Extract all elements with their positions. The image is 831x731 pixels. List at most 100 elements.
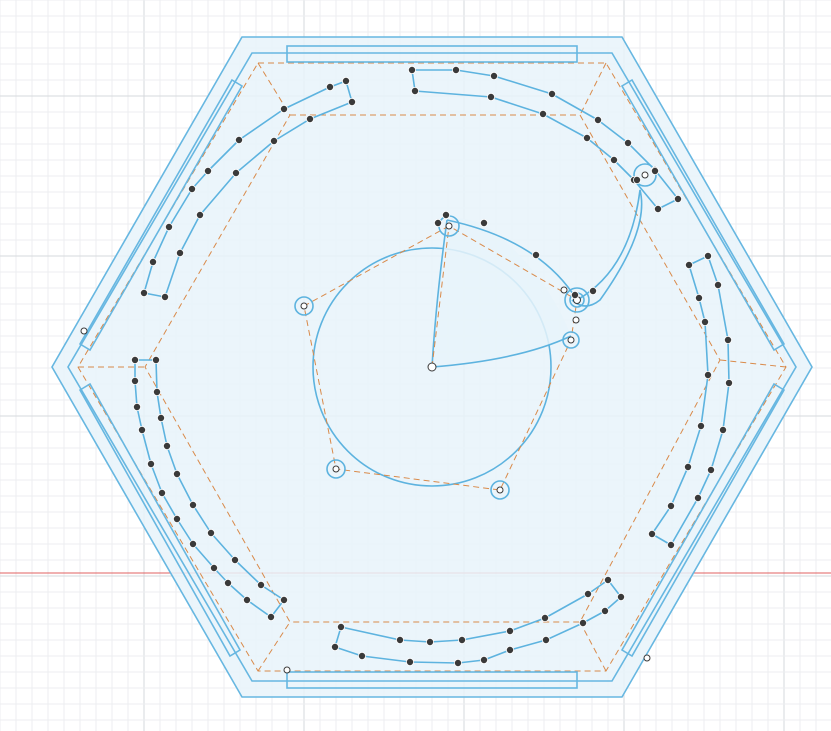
sketch-point[interactable]: [604, 576, 613, 585]
sketch-point[interactable]: [188, 500, 197, 509]
sketch-point[interactable]: [425, 638, 434, 647]
sketch-point[interactable]: [541, 614, 550, 623]
sketch-point[interactable]: [704, 251, 713, 260]
sketch-point[interactable]: [441, 210, 450, 219]
sketch-point[interactable]: [279, 105, 288, 114]
sketch-point[interactable]: [584, 590, 593, 599]
sketch-point[interactable]: [624, 138, 633, 147]
sketch-point[interactable]: [539, 110, 548, 119]
sketch-point[interactable]: [341, 77, 350, 86]
sketch-point[interactable]: [505, 627, 514, 636]
sketch-point[interactable]: [724, 335, 733, 344]
sketch-point[interactable]: [231, 168, 240, 177]
sketch-point[interactable]: [579, 619, 588, 628]
sketch-point[interactable]: [542, 636, 551, 645]
sketch-point[interactable]: [405, 658, 414, 667]
sketch-point[interactable]: [633, 175, 642, 184]
sketch-point[interactable]: [230, 556, 239, 565]
sketch-point[interactable]: [684, 462, 693, 471]
sketch-point[interactable]: [188, 540, 197, 549]
sketch-point[interactable]: [256, 581, 265, 590]
sketch-point[interactable]: [395, 636, 404, 645]
sketch-point[interactable]: [206, 529, 215, 538]
sketch-point[interactable]: [157, 488, 166, 497]
sketch-point[interactable]: [269, 136, 278, 145]
sketch-point[interactable]: [583, 133, 592, 142]
sketch-point[interactable]: [654, 204, 663, 213]
sketch-point[interactable]: [330, 643, 339, 652]
sketch-point[interactable]: [130, 355, 139, 364]
sketch-point[interactable]: [674, 194, 683, 203]
sketch-point[interactable]: [407, 66, 416, 75]
sketch-point[interactable]: [453, 659, 462, 668]
sketch-point[interactable]: [325, 83, 334, 92]
track-arc-1[interactable]: [411, 69, 679, 210]
sketch-point[interactable]: [279, 596, 288, 605]
sketch-point[interactable]: [132, 402, 141, 411]
sketch-point[interactable]: [152, 387, 161, 396]
sketch-point[interactable]: [187, 184, 196, 193]
sketch-point[interactable]: [505, 646, 514, 655]
sketch-point[interactable]: [451, 66, 460, 75]
sketch-point[interactable]: [667, 541, 676, 550]
sketch-point[interactable]: [479, 218, 488, 227]
sketch-point[interactable]: [223, 579, 232, 588]
sketch-point[interactable]: [479, 656, 488, 665]
sketch-point[interactable]: [410, 87, 419, 96]
sketch-point[interactable]: [697, 421, 706, 430]
sketch-point[interactable]: [130, 376, 139, 385]
sketch-point[interactable]: [704, 370, 713, 379]
sketch-point[interactable]: [137, 425, 146, 434]
sketch-point[interactable]: [242, 596, 251, 605]
sketch-point[interactable]: [486, 93, 495, 102]
sketch-point[interactable]: [336, 623, 345, 632]
sketch-point[interactable]: [617, 593, 626, 602]
sketch-point[interactable]: [172, 469, 181, 478]
sketch-point[interactable]: [457, 636, 466, 645]
sketch-point[interactable]: [589, 286, 598, 295]
track-arcs[interactable]: [130, 66, 734, 668]
sketch-point[interactable]: [548, 90, 557, 99]
sketch-point[interactable]: [175, 248, 184, 257]
sketch-point[interactable]: [685, 260, 694, 269]
sketch-point[interactable]: [725, 378, 734, 387]
sketch-point[interactable]: [695, 293, 704, 302]
sketch-point[interactable]: [195, 210, 204, 219]
sketch-point[interactable]: [594, 116, 603, 125]
sketch-point[interactable]: [610, 155, 619, 164]
sketch-point[interactable]: [172, 515, 181, 524]
sketch-point[interactable]: [162, 441, 171, 450]
sketch-point[interactable]: [146, 459, 155, 468]
sketch-point[interactable]: [489, 72, 498, 81]
sketch-point[interactable]: [707, 465, 716, 474]
center-mechanism[interactable]: [80, 163, 657, 674]
sketch-point[interactable]: [234, 135, 243, 144]
sketch-point[interactable]: [601, 607, 610, 616]
sketch-point[interactable]: [667, 501, 676, 510]
sketch-point[interactable]: [532, 250, 541, 259]
sketch-point[interactable]: [164, 222, 173, 231]
upper-right-slot: [620, 78, 786, 352]
sketch-point[interactable]: [305, 115, 314, 124]
sketch-point[interactable]: [266, 613, 275, 622]
sketch-point[interactable]: [203, 166, 212, 175]
sketch-point[interactable]: [433, 218, 442, 227]
sketch-point[interactable]: [347, 98, 356, 107]
sketch-point[interactable]: [148, 257, 157, 266]
edge-slots[interactable]: [78, 45, 787, 689]
sketch-point[interactable]: [701, 317, 710, 326]
sketch-point[interactable]: [156, 413, 165, 422]
sketch-point[interactable]: [571, 290, 580, 299]
sketch-point[interactable]: [151, 355, 160, 364]
pivot-ring-bottom-left: [326, 459, 346, 479]
sketch-point[interactable]: [714, 280, 723, 289]
sketch-point[interactable]: [357, 652, 366, 661]
sketch-point[interactable]: [648, 530, 657, 539]
sketch-point[interactable]: [694, 493, 703, 502]
sketch-point[interactable]: [719, 425, 728, 434]
sketch-point[interactable]: [209, 564, 218, 573]
sketch-point[interactable]: [160, 292, 169, 301]
sketch-point[interactable]: [139, 288, 148, 297]
sketch-point[interactable]: [651, 166, 660, 175]
